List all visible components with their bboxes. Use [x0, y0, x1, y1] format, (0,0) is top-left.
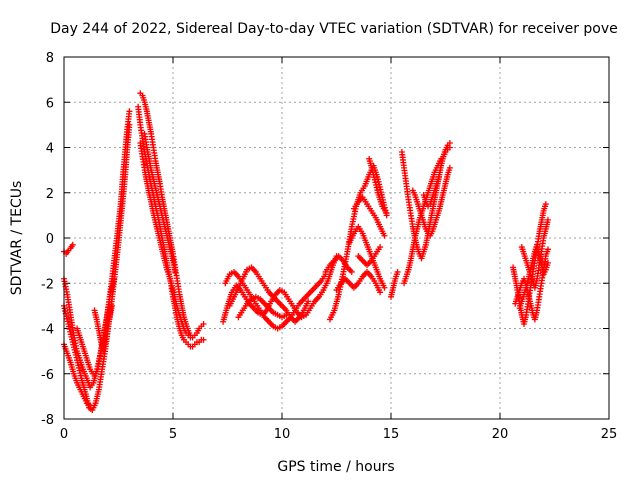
- y-tick-label: 6: [46, 96, 54, 111]
- y-tick-label: -6: [41, 368, 54, 383]
- y-tick-label: 4: [46, 142, 54, 157]
- x-tick-label: 20: [492, 427, 509, 442]
- y-tick-labels: -8 -6 -4 -2 0 2 4 6 8: [41, 51, 54, 428]
- data-point: [200, 336, 207, 343]
- x-axis-label: GPS time / hours: [277, 459, 394, 475]
- data-point: [383, 210, 390, 217]
- series-late-B: [326, 162, 390, 323]
- y-tick-label: 8: [46, 51, 54, 66]
- data-point: [172, 268, 179, 275]
- series-peak-D: [141, 130, 179, 275]
- series-dip-B: [61, 121, 133, 413]
- data-point: [544, 246, 551, 253]
- x-tick-label: 0: [60, 427, 68, 442]
- data-point: [111, 275, 118, 282]
- series-east-D: [420, 173, 442, 210]
- series-start-blip: [61, 241, 76, 257]
- y-axis-label: SDTVAR / TECUs: [9, 181, 25, 296]
- series-dip-C: [61, 341, 94, 409]
- y-tick-label: 0: [46, 232, 54, 247]
- data-point: [544, 216, 551, 223]
- data-point: [542, 201, 549, 208]
- y-tick-label: -2: [41, 277, 54, 292]
- data-point: [381, 284, 388, 291]
- series-late-A: [322, 253, 355, 275]
- data-point: [544, 259, 551, 266]
- series-mid-D: [235, 293, 290, 321]
- data-point: [283, 311, 290, 318]
- data-point: [394, 268, 401, 275]
- x-tick-labels: 0 5 10 15 20 25: [60, 427, 617, 442]
- series-late-F: [355, 244, 384, 269]
- series-late-E: [350, 194, 388, 239]
- series-peak-A: [137, 90, 194, 339]
- x-tick-label: 15: [383, 427, 400, 442]
- data-point: [126, 108, 133, 115]
- data-point: [381, 232, 388, 239]
- data-point: [446, 144, 453, 151]
- data-marks: [61, 90, 551, 413]
- data-point: [87, 402, 94, 409]
- data-point: [435, 173, 442, 180]
- data-point: [377, 244, 384, 251]
- data-point: [69, 241, 76, 248]
- series-late-D: [346, 223, 388, 291]
- data-point: [377, 289, 384, 296]
- series-dip-E: [91, 302, 115, 355]
- data-point: [446, 164, 453, 171]
- y-tick-label: -4: [41, 323, 54, 338]
- plot-frame: [63, 56, 610, 420]
- x-tick-label: 25: [601, 427, 618, 442]
- series-late-H: [388, 268, 401, 300]
- x-tick-label: 5: [169, 427, 177, 442]
- data-point: [200, 320, 207, 327]
- series-late-C: [333, 268, 384, 296]
- chart-title: Day 244 of 2022, Sidereal Day-to-day VTE…: [50, 21, 618, 37]
- series-peak-C: [137, 139, 207, 341]
- series-final-D: [518, 216, 551, 291]
- y-tick-label: -8: [41, 413, 54, 428]
- data-point: [126, 121, 133, 128]
- data-point: [305, 298, 312, 305]
- series-late-G: [366, 155, 390, 217]
- y-tick-label: 2: [46, 187, 54, 202]
- x-tick-label: 10: [274, 427, 291, 442]
- series-east-C: [409, 164, 453, 239]
- data-point: [348, 268, 355, 275]
- data-point: [108, 302, 115, 309]
- series-mid-C: [226, 264, 312, 325]
